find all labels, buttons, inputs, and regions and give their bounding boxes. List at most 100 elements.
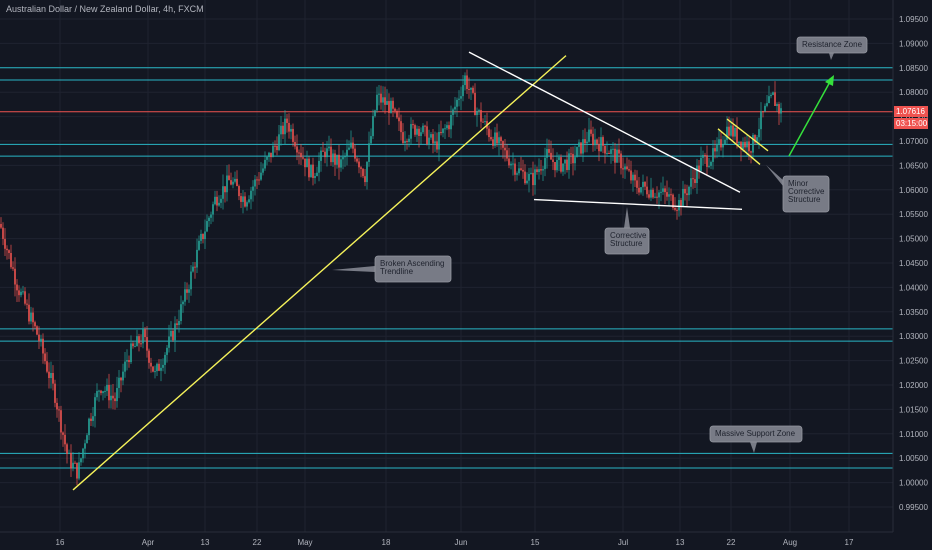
candle-body bbox=[742, 141, 744, 150]
candle-body bbox=[460, 96, 462, 99]
x-tick-label: Apr bbox=[142, 538, 155, 547]
candle-body bbox=[472, 87, 474, 93]
candle-body bbox=[254, 179, 256, 187]
candle-body bbox=[652, 189, 654, 198]
y-tick-label: 1.05000 bbox=[899, 235, 928, 244]
candle-body bbox=[598, 143, 600, 152]
candle-body bbox=[226, 175, 228, 193]
callout-pointer bbox=[624, 207, 630, 228]
candle-body bbox=[680, 200, 682, 206]
candle-body bbox=[206, 221, 208, 232]
candle-body bbox=[764, 105, 766, 112]
candle-body bbox=[774, 92, 776, 106]
candle-body bbox=[476, 111, 478, 116]
candle-body bbox=[274, 145, 276, 147]
candle-body bbox=[120, 377, 122, 381]
candle-body bbox=[498, 137, 500, 144]
candle-body bbox=[658, 192, 660, 198]
candle-body bbox=[438, 132, 440, 150]
candle-body bbox=[110, 395, 112, 401]
candle-body bbox=[128, 360, 130, 363]
candle-body bbox=[252, 186, 254, 191]
candle-body bbox=[678, 200, 680, 211]
candle-body bbox=[558, 157, 560, 160]
candle-body bbox=[768, 96, 770, 104]
candle-body bbox=[432, 134, 434, 144]
candle-body bbox=[640, 187, 642, 193]
candle-body bbox=[626, 166, 628, 170]
candle-body bbox=[156, 363, 158, 372]
candle-body bbox=[724, 139, 726, 145]
candle-body bbox=[186, 289, 188, 293]
candle-body bbox=[262, 168, 264, 173]
candle-body bbox=[328, 146, 330, 149]
candle-body bbox=[40, 338, 42, 342]
candle-body bbox=[718, 139, 720, 144]
candle-body bbox=[540, 169, 542, 171]
y-tick-label: 0.99500 bbox=[899, 503, 928, 512]
candle-body bbox=[458, 98, 460, 100]
candle-body bbox=[682, 188, 684, 206]
trendline bbox=[468, 51, 741, 193]
candle-body bbox=[256, 179, 258, 181]
candle-body bbox=[688, 186, 690, 196]
candle-body bbox=[414, 125, 416, 135]
callout-box bbox=[782, 175, 830, 213]
candle-body bbox=[132, 343, 134, 347]
candle-body bbox=[70, 452, 72, 469]
candle-body bbox=[772, 92, 774, 95]
candle-body bbox=[728, 126, 730, 136]
candle-body bbox=[10, 252, 12, 268]
candle-body bbox=[650, 189, 652, 198]
candle-body bbox=[608, 153, 610, 155]
candle-body bbox=[352, 142, 354, 149]
callout-text: Massive Support Zone bbox=[715, 429, 796, 438]
candle-body bbox=[404, 141, 406, 144]
candle-body bbox=[596, 139, 598, 144]
candle-body bbox=[368, 143, 370, 162]
candle-body bbox=[522, 169, 524, 172]
candle-body bbox=[690, 178, 692, 187]
candle-body bbox=[326, 148, 328, 158]
candle-body bbox=[694, 179, 696, 184]
candle-body bbox=[564, 159, 566, 164]
candle-body bbox=[720, 139, 722, 148]
candle-body bbox=[126, 360, 128, 362]
candle-body bbox=[668, 194, 670, 197]
candle-body bbox=[672, 194, 674, 208]
candle-body bbox=[554, 162, 556, 171]
trendline bbox=[726, 118, 769, 152]
candle-body bbox=[308, 158, 310, 178]
candle-body bbox=[732, 125, 734, 137]
candle-body bbox=[670, 194, 672, 196]
candle-body bbox=[424, 125, 426, 127]
candle-body bbox=[702, 154, 704, 158]
candle-body bbox=[170, 330, 172, 337]
candle-body bbox=[136, 336, 138, 347]
candle-body bbox=[714, 148, 716, 152]
candle-body bbox=[514, 163, 516, 175]
candle-body bbox=[192, 266, 194, 272]
candle-body bbox=[236, 178, 238, 187]
candle-body bbox=[194, 266, 196, 268]
candle-body bbox=[662, 188, 664, 192]
candle-body bbox=[342, 157, 344, 160]
candle-body bbox=[430, 134, 432, 138]
y-tick-label: 1.09500 bbox=[899, 15, 928, 24]
candle-body bbox=[74, 462, 76, 464]
candle-body bbox=[106, 384, 108, 391]
candle-body bbox=[376, 94, 378, 111]
candle-body bbox=[560, 157, 562, 172]
candle-body bbox=[242, 196, 244, 202]
candle-body bbox=[334, 153, 336, 165]
candle-body bbox=[590, 129, 592, 134]
candle-body bbox=[80, 458, 82, 463]
candle-body bbox=[528, 173, 530, 181]
candle-body bbox=[582, 139, 584, 154]
candle-body bbox=[248, 199, 250, 203]
candle-body bbox=[610, 149, 612, 154]
candle-body bbox=[520, 168, 522, 170]
candle-body bbox=[284, 118, 286, 135]
candle-body bbox=[440, 132, 442, 134]
